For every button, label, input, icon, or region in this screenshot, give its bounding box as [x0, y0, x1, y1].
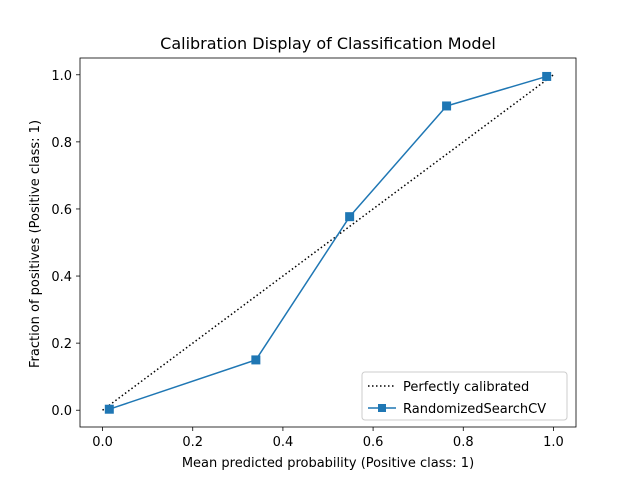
legend-marker-1	[378, 404, 386, 412]
y-axis-label: Fraction of positives (Positive class: 1…	[28, 120, 43, 368]
legend: Perfectly calibrated RandomizedSearchCV	[361, 371, 568, 421]
x-axis-label: Mean predicted probability (Positive cla…	[182, 456, 474, 471]
chart-title: Calibration Display of Classification Mo…	[160, 34, 496, 53]
data-point	[442, 101, 452, 111]
y-tick-label: 1.0	[51, 69, 72, 84]
x-tick-label: 0.4	[273, 435, 294, 450]
y-tick-label: 0.2	[51, 337, 72, 352]
series-line-0	[102, 74, 554, 411]
legend-label-1: RandomizedSearchCV	[403, 402, 546, 417]
y-tick-label: 0.8	[51, 136, 72, 151]
x-tick-label: 0.6	[363, 435, 384, 450]
data-point	[345, 212, 355, 222]
data-point	[251, 355, 261, 365]
y-tick-label: 0.6	[51, 203, 72, 218]
x-tick-label: 0.2	[182, 435, 203, 450]
data-point	[104, 404, 114, 414]
x-tick-label: 0.8	[453, 435, 474, 450]
x-tick-label: 0.0	[92, 435, 113, 450]
y-tick-label: 0.0	[51, 404, 72, 419]
data-point	[542, 71, 552, 81]
y-tick-label: 0.4	[51, 270, 72, 285]
plot-area: 0.0 0.2 0.4 0.6 0.8 1.0 0.0 0.2 0.4 0.6 0.8 1.0	[51, 57, 577, 450]
axes-frame	[79, 57, 577, 428]
legend-box	[361, 371, 568, 421]
x-tick-label: 1.0	[543, 435, 564, 450]
legend-label-0: Perfectly calibrated	[403, 380, 529, 395]
